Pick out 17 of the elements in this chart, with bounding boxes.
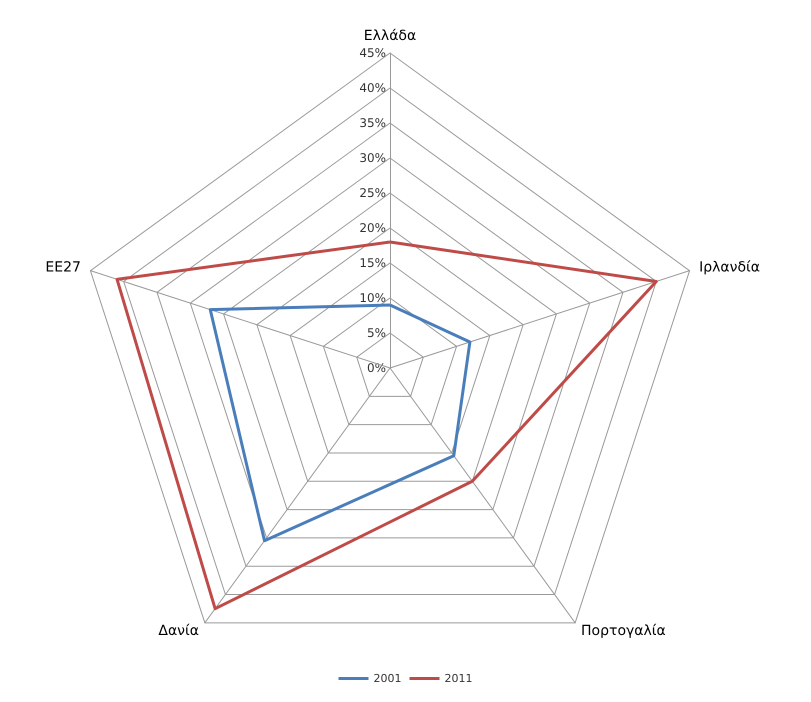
y-tick-label: 45% <box>359 46 386 60</box>
y-tick-label: 35% <box>359 116 386 130</box>
y-tick-label: 15% <box>359 256 386 270</box>
spoke-label: Ιρλανδία <box>699 260 760 276</box>
spoke-label: ΕΕ27 <box>45 260 81 276</box>
y-tick-label: 30% <box>359 151 386 165</box>
y-tick-label: 5% <box>366 326 386 340</box>
legend-label: 2001 <box>374 672 402 685</box>
y-tick-label: 25% <box>359 186 386 200</box>
spoke-label: Ελλάδα <box>364 28 416 44</box>
y-tick-label: 10% <box>359 291 386 305</box>
y-tick-label: 20% <box>359 221 386 235</box>
spoke-label: Δανία <box>158 622 199 639</box>
y-tick-label: 40% <box>359 81 386 95</box>
y-tick-label: 0% <box>366 361 386 375</box>
legend-label: 2011 <box>444 672 472 685</box>
spoke-label: Πορτογαλία <box>581 622 666 639</box>
